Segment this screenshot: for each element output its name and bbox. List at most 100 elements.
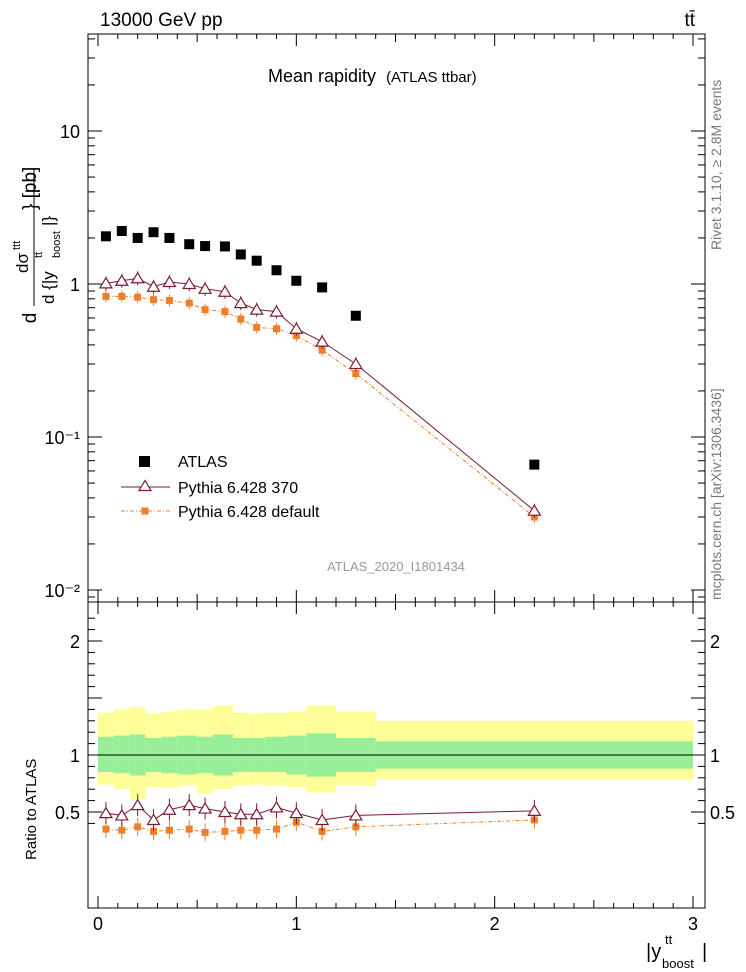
ratio-pythia-default-point — [221, 827, 229, 835]
main-ylabel-numerator-sup: ttt — [11, 241, 23, 250]
atlas-data-point — [184, 239, 195, 250]
xlabel-end: | — [702, 941, 707, 963]
rivet-version-label: Rivet 3.1.10, ≥ 2.8M events — [708, 80, 724, 250]
pythia-default-point — [318, 346, 326, 354]
legend-atlas-marker — [139, 456, 150, 467]
pythia-370-point — [527, 504, 542, 516]
ratio-y-tick-label-left: 0.5 — [55, 803, 80, 823]
atlas-data-point — [132, 232, 143, 243]
main-title: Mean rapidity (ATLAS ttbar) — [268, 66, 477, 86]
atlas-data-point — [116, 226, 127, 237]
x-tick-label: 0 — [93, 914, 103, 934]
main-ylabel-denominator-sup: tt — [33, 252, 45, 258]
main-ylabel-d: d — [20, 313, 41, 324]
x-axis-label: |y tt boost | — [646, 932, 707, 971]
pythia-370-point — [315, 334, 330, 347]
header-energy-label: 13000 GeV pp — [100, 10, 223, 31]
legend-pdef-marker — [141, 507, 149, 515]
ratio-pythia-370-point — [233, 807, 248, 820]
x-tick-label: 1 — [291, 914, 301, 934]
legend-p370-marker — [137, 479, 153, 492]
main-ylabel-denominator: d {|y — [39, 271, 58, 304]
header-process-label: tt̄ — [684, 10, 695, 31]
atlas-data-point — [271, 265, 282, 276]
pythia-370-point — [98, 276, 113, 289]
atlas-data-point — [251, 255, 262, 266]
x-tick-label: 3 — [688, 914, 698, 934]
ratio-pythia-370-point — [162, 803, 177, 815]
pythia-370-point — [348, 357, 363, 370]
ratio-y-axis-label: Ratio to ATLAS — [23, 759, 40, 860]
ratio-pythia-default-point — [165, 826, 173, 834]
atlas-data-point — [529, 459, 540, 470]
x-tick-label: 2 — [490, 914, 500, 934]
atlas-data-point — [317, 282, 328, 293]
pythia-370-point — [162, 275, 177, 288]
pythia-default-point — [253, 323, 261, 331]
ratio-band-inner — [113, 735, 130, 774]
atlas-data-point — [200, 241, 211, 252]
main-y-tick-label: 10⁻² — [44, 581, 80, 601]
ratio-pythia-370-point — [527, 804, 542, 816]
pythia-default-point — [352, 370, 360, 378]
pythia-370-point — [233, 296, 248, 309]
main-ylabel-denominator-end: |} — [39, 216, 58, 226]
pythia-default-point — [134, 293, 142, 301]
ratio-band-inner — [264, 736, 287, 773]
ratio-pythia-370-point — [249, 807, 264, 820]
pythia-default-point — [118, 292, 126, 300]
analysis-watermark: ATLAS_2020_I1801434 — [327, 559, 465, 574]
main-ylabel-unit: } [pb] — [20, 167, 41, 210]
main-y-tick-label: 10 — [60, 122, 80, 142]
ratio-pythia-default-point — [201, 829, 209, 837]
ratio-pythia-default-point — [185, 825, 193, 833]
ratio-pythia-370-point — [198, 801, 213, 814]
ratio-pythia-default-point — [237, 826, 245, 834]
atlas-data-point — [219, 241, 230, 252]
ratio-pythia-default-point — [134, 823, 142, 831]
ratio-pythia-370-point — [269, 800, 284, 813]
pythia-default-point — [150, 296, 158, 304]
atlas-data-point — [100, 231, 111, 242]
ratio-pythia-default-point — [318, 827, 326, 835]
ratio-pythia-default-point — [102, 825, 110, 833]
ratio-pythia-default-point — [273, 825, 280, 833]
legend-pdef-label: Pythia 6.428 default — [178, 504, 320, 521]
pythia-default-point — [165, 297, 173, 305]
ratio-panel — [87, 601, 706, 909]
pythia-default-point — [185, 299, 193, 307]
pythia-default-point — [201, 306, 209, 314]
ratio-pythia-370-point — [289, 806, 304, 819]
main-y-tick-label: 1 — [70, 275, 80, 295]
xlabel-sub: boost — [662, 956, 694, 971]
pythia-370-point — [289, 322, 304, 334]
atlas-data-point — [291, 275, 302, 286]
ratio-pythia-370-point — [182, 798, 197, 811]
atlas-data-point — [148, 227, 159, 238]
ratio-panel-content — [88, 705, 705, 842]
main-title-text: Mean rapidity — [268, 66, 376, 86]
main-y-tick-label: 10⁻¹ — [44, 428, 80, 448]
pythia-370-point — [182, 277, 197, 290]
legend-atlas-label: ATLAS — [178, 454, 228, 471]
main-panel-content — [98, 226, 542, 524]
main-y-axis-label: d dσ ttt d {|y tt boost |} } [pb] — [11, 167, 63, 324]
ratio-pythia-default-point — [150, 827, 158, 835]
ratio-pythia-370-point — [114, 808, 129, 821]
ratio-y-tick-label-right: 1 — [710, 746, 720, 766]
pythia-370-point — [146, 280, 161, 292]
ratio-y-tick-label-right: 0.5 — [710, 803, 735, 823]
legend-p370-label: Pythia 6.428 370 — [178, 480, 298, 497]
ratio-pythia-default-point — [352, 823, 360, 831]
mcplots-label: mcplots.cern.ch [arXiv:1306.3436] — [708, 388, 724, 600]
ratio-y-tick-label-right: 2 — [710, 632, 720, 652]
ratio-pythia-370-point — [98, 806, 113, 819]
main-ylabel-numerator: dσ — [13, 253, 32, 273]
xlabel-sup: tt — [665, 932, 673, 947]
main-ylabel-denominator-sub: boost — [51, 231, 63, 258]
axis-ticks: 0 1 2 3 10⁻² 10⁻¹ 1 10 0.5 0.5 1 1 2 2 — [44, 34, 735, 934]
pythia-370-point — [130, 271, 145, 284]
atlas-data-point — [164, 232, 175, 243]
pythia-370-point — [114, 274, 129, 286]
